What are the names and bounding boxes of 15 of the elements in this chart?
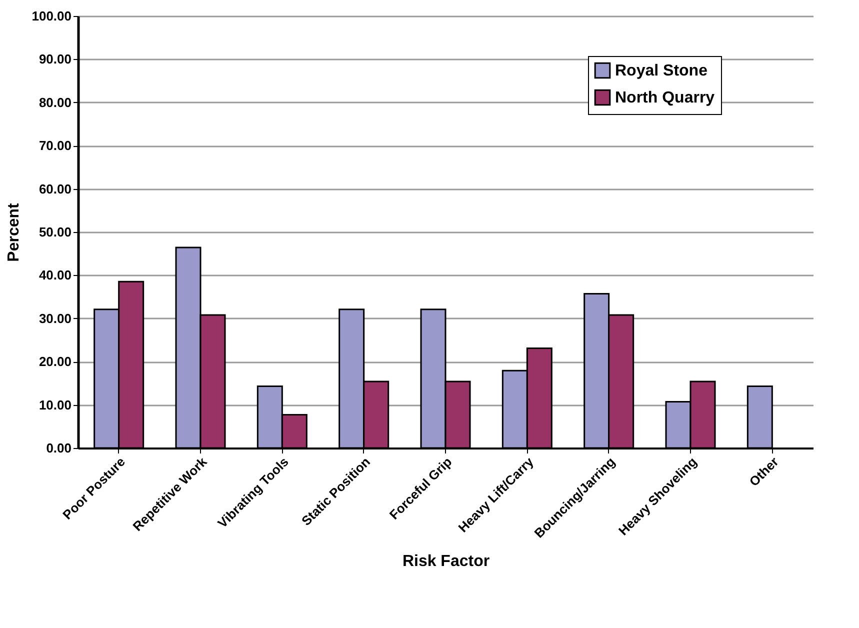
y-tick-label: 40.00 — [38, 268, 72, 283]
legend-label: North Quarry — [615, 90, 715, 106]
y-tick-label: 30.00 — [38, 310, 72, 326]
y-tick-label: 80.00 — [38, 94, 72, 110]
y-tick-label: 90.00 — [38, 52, 72, 67]
y-tick-label: 50.00 — [38, 224, 72, 240]
x-axis-title: Risk Factor — [402, 552, 490, 570]
y-axis-title: Percent — [6, 202, 23, 262]
legend-label: Royal Stone — [615, 62, 708, 80]
y-tick-label: 10.00 — [38, 397, 72, 412]
y-tick-label: 20.00 — [38, 354, 72, 370]
y-tick-label: 100.00 — [32, 8, 72, 24]
y-tick-label: 60.00 — [38, 181, 72, 196]
y-tick-label: 0.00 — [46, 440, 72, 456]
y-tick-label: 70.00 — [38, 138, 72, 154]
